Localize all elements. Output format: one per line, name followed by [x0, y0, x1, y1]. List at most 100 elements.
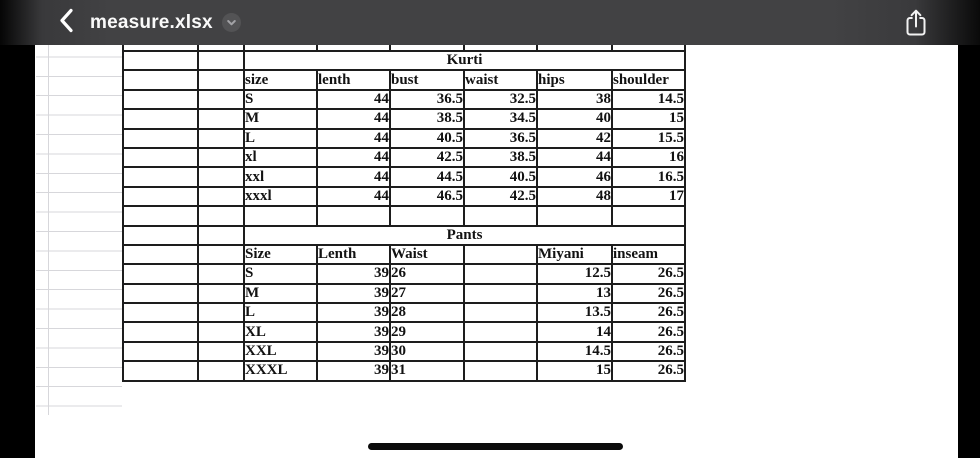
cell [463, 282, 538, 305]
table-row: XXL 39 30 14.5 26.5 [122, 340, 686, 363]
table-row: S 44 36.5 32.5 38 14.5 [122, 88, 686, 111]
document-preview[interactable]: Kurti size lenth bust waist hips shoulder S 44 36… [35, 45, 958, 458]
cell-empty [122, 45, 199, 52]
cell-empty [197, 263, 245, 285]
cell [463, 321, 538, 343]
cell-empty [122, 263, 199, 285]
chevron-left-icon [58, 8, 74, 38]
cell: 36.5 [389, 88, 465, 111]
back-button[interactable] [58, 8, 78, 38]
table-row [122, 205, 686, 227]
table-row: Kurti [122, 49, 686, 72]
table-row [122, 45, 686, 52]
cell: 28 [389, 302, 465, 324]
spreadsheet-table: Kurti size lenth bust waist hips shoulder S 44 36… [122, 45, 686, 382]
table-row: L 39 28 13.5 26.5 [122, 302, 686, 324]
cell-empty [122, 205, 199, 227]
cell: 34.5 [463, 108, 538, 130]
cell: 39 [316, 302, 391, 324]
cell-empty [197, 108, 245, 130]
table-row: xxl 44 44.5 40.5 46 16.5 [122, 166, 686, 188]
cell: 44 [316, 108, 391, 130]
cell-empty [122, 146, 199, 169]
cell-empty [463, 45, 538, 52]
cell: 42.5 [463, 185, 538, 208]
cell-empty [197, 243, 245, 266]
table-row: size lenth bust waist hips shoulder [122, 69, 686, 91]
cell-empty [197, 185, 245, 208]
toolbar: measure.xlsx [0, 0, 980, 45]
cell: 26 [389, 263, 465, 285]
cell: 26.5 [611, 282, 686, 305]
cell-empty [316, 45, 391, 52]
chevron-down-icon [221, 13, 241, 32]
cell: 15 [611, 108, 686, 130]
cell: 15.5 [611, 127, 686, 149]
cell: 26.5 [611, 263, 686, 285]
cell: 38.5 [389, 108, 465, 130]
header-cell: inseam [611, 243, 686, 266]
cell: 26.5 [611, 360, 686, 382]
cell: 26.5 [611, 302, 686, 324]
table-row: M 39 27 13 26.5 [122, 282, 686, 305]
cell-empty [536, 205, 613, 227]
cell-empty [122, 69, 199, 91]
table-row: XL 39 29 14 26.5 [122, 321, 686, 343]
cell-empty [316, 205, 391, 227]
table-row: xxxl 44 46.5 42.5 48 17 [122, 185, 686, 208]
cell-empty [197, 49, 245, 72]
cell [463, 360, 538, 382]
cell: XXL [243, 340, 318, 363]
cell-empty [197, 360, 245, 382]
cell: xl [243, 146, 318, 169]
cell-empty [197, 166, 245, 188]
cell-empty [197, 340, 245, 363]
cell: 16.5 [611, 166, 686, 188]
cell: 26.5 [611, 321, 686, 343]
cell: 16 [611, 146, 686, 169]
cell: 29 [389, 321, 465, 343]
share-button[interactable] [903, 8, 929, 37]
cell: 40.5 [389, 127, 465, 149]
cell-empty [122, 166, 199, 188]
cell: L [243, 302, 318, 324]
header-cell: Waist [389, 243, 465, 266]
cell: S [243, 263, 318, 285]
cell: xxl [243, 166, 318, 188]
cell-empty [122, 88, 199, 111]
header-cell: bust [389, 69, 465, 91]
cell: S [243, 88, 318, 111]
cell-empty [122, 302, 199, 324]
cell: 44 [316, 146, 391, 169]
table-row: Pants [122, 224, 686, 246]
cell-empty [611, 45, 686, 52]
cell [463, 340, 538, 363]
cell-empty [243, 45, 318, 52]
cell-empty [389, 45, 465, 52]
table-row: XXXL 39 31 15 26.5 [122, 360, 686, 382]
cell-empty [122, 243, 199, 266]
cell: 42.5 [389, 146, 465, 169]
table-row: Size Lenth Waist Miyani inseam [122, 243, 686, 266]
cell-empty [197, 146, 245, 169]
cell: 40 [536, 108, 613, 130]
cell-empty [611, 205, 686, 227]
cell-empty [197, 205, 245, 227]
home-indicator[interactable] [368, 443, 623, 450]
cell: 14.5 [611, 88, 686, 111]
cell: 44 [536, 146, 613, 169]
header-cell: shoulder [611, 69, 686, 91]
cell: 40.5 [463, 166, 538, 188]
cell: 39 [316, 360, 391, 382]
sheet-gridlines [36, 45, 122, 415]
cell: 44 [316, 127, 391, 149]
header-cell: Miyani [536, 243, 613, 266]
section-title: Kurti [243, 49, 686, 72]
cell: 27 [389, 282, 465, 305]
title-menu-button[interactable]: measure.xlsx [90, 12, 241, 34]
cell: 26.5 [611, 340, 686, 363]
cell-empty [197, 302, 245, 324]
cell: 46 [536, 166, 613, 188]
cell: 36.5 [463, 127, 538, 149]
header-cell [463, 243, 538, 266]
